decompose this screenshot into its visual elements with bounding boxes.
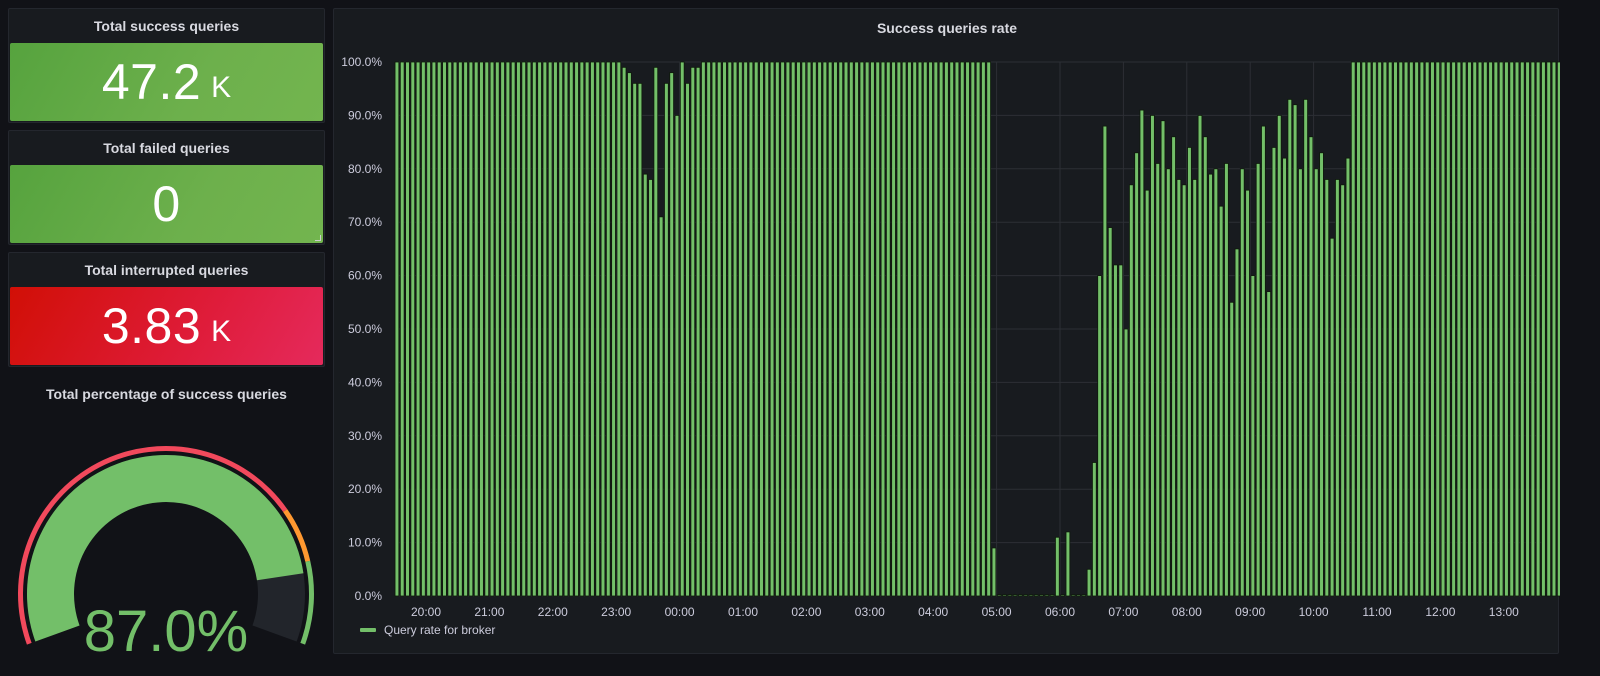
bars: [394, 61, 1560, 597]
svg-text:06:00: 06:00: [1045, 605, 1075, 619]
stat-unit: K: [211, 315, 232, 348]
svg-text:100.0%: 100.0%: [341, 55, 382, 69]
stat-unit: K: [211, 71, 232, 104]
svg-text:60.0%: 60.0%: [348, 269, 382, 283]
svg-text:70.0%: 70.0%: [348, 215, 382, 229]
svg-text:05:00: 05:00: [982, 605, 1012, 619]
legend-label: Query rate for broker: [384, 623, 496, 637]
svg-text:07:00: 07:00: [1108, 605, 1138, 619]
stat-value-box: 0: [10, 165, 323, 243]
svg-text:23:00: 23:00: [601, 605, 631, 619]
svg-text:10.0%: 10.0%: [348, 536, 382, 550]
svg-text:04:00: 04:00: [918, 605, 948, 619]
gauge-value: 87.0%: [84, 599, 248, 664]
svg-text:20:00: 20:00: [411, 605, 441, 619]
panel-title: Total failed queries: [103, 140, 230, 156]
svg-text:90.0%: 90.0%: [348, 108, 382, 122]
svg-text:03:00: 03:00: [855, 605, 885, 619]
panel-title: Total percentage of success queries: [46, 386, 287, 402]
stat-panel-failed[interactable]: Total failed queries 0: [8, 130, 325, 245]
stat-value-box: 3.83 K: [10, 287, 323, 365]
legend-swatch-icon: [360, 628, 376, 632]
svg-text:12:00: 12:00: [1425, 605, 1455, 619]
stat-panel-interrupted[interactable]: Total interrupted queries 3.83 K: [8, 252, 325, 367]
svg-text:22:00: 22:00: [538, 605, 568, 619]
stat-value: 0: [152, 176, 181, 232]
bar-chart: Success queries rate 0.0% 10.0% 20.0% 30.0%…: [341, 20, 1560, 619]
svg-text:09:00: 09:00: [1235, 605, 1265, 619]
svg-text:40.0%: 40.0%: [348, 375, 382, 389]
chart-title: Success queries rate: [877, 20, 1017, 36]
stat-panel-success[interactable]: Total success queries 47.2 K: [8, 8, 325, 123]
svg-text:20.0%: 20.0%: [348, 482, 382, 496]
gauge-chart: 87.0%: [17, 445, 314, 664]
svg-text:08:00: 08:00: [1172, 605, 1202, 619]
panel-title: Total success queries: [93, 18, 240, 34]
svg-text:0.0%: 0.0%: [355, 589, 383, 603]
stat-value-box: 47.2 K: [10, 43, 323, 121]
svg-text:10:00: 10:00: [1299, 605, 1329, 619]
svg-text:01:00: 01:00: [728, 605, 758, 619]
stat-value: 47.2: [101, 54, 202, 110]
y-axis: 0.0% 10.0% 20.0% 30.0% 40.0% 50.0% 60.0% 70.0% 8…: [341, 55, 382, 603]
gauge-panel-success-percentage[interactable]: Total percentage of success queries 87.0…: [8, 374, 325, 664]
chart-panel-success-rate[interactable]: Success queries rate 0.0% 10.0% 20.0% 30.0%…: [333, 8, 1560, 654]
svg-text:50.0%: 50.0%: [348, 322, 382, 336]
resize-handle-icon[interactable]: [315, 235, 321, 241]
svg-text:80.0%: 80.0%: [348, 162, 382, 176]
stat-value: 3.83: [101, 298, 202, 354]
panel-title: Total interrupted queries: [84, 262, 249, 278]
x-axis: 20:00 21:00 22:00 23:00 00:00 01:00 02:00 03:00…: [411, 605, 1519, 619]
legend-item[interactable]: Query rate for broker: [360, 623, 495, 637]
svg-text:21:00: 21:00: [474, 605, 504, 619]
svg-text:13:00: 13:00: [1489, 605, 1519, 619]
svg-text:00:00: 00:00: [665, 605, 695, 619]
svg-text:30.0%: 30.0%: [348, 429, 382, 443]
svg-text:11:00: 11:00: [1362, 605, 1391, 619]
svg-text:02:00: 02:00: [791, 605, 821, 619]
